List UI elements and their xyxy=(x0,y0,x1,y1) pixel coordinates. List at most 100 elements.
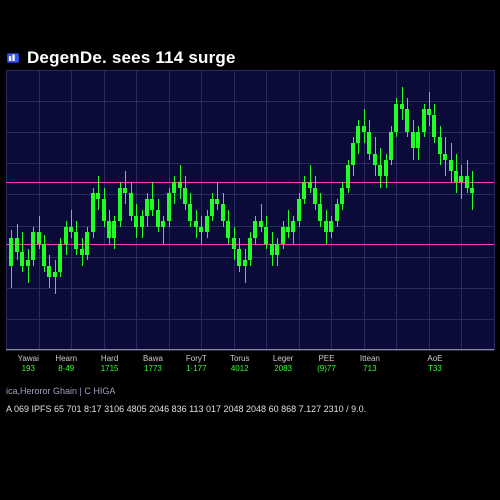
candle[interactable] xyxy=(281,227,285,244)
candle[interactable] xyxy=(112,221,116,238)
candle[interactable] xyxy=(427,109,431,115)
candle[interactable] xyxy=(64,227,68,244)
candle[interactable] xyxy=(264,227,268,244)
candle[interactable] xyxy=(80,249,84,255)
candle[interactable] xyxy=(42,244,46,266)
candle[interactable] xyxy=(459,176,463,182)
candle[interactable] xyxy=(118,188,122,222)
candle[interactable] xyxy=(161,221,165,227)
x-axis-tick-label: Yawai193 xyxy=(13,354,43,374)
candle[interactable] xyxy=(313,188,317,205)
candle[interactable] xyxy=(91,193,95,232)
candle[interactable] xyxy=(74,232,78,249)
footer-row-1: ica,Heroror Ghain | C HIGA xyxy=(6,386,494,396)
candle[interactable] xyxy=(329,221,333,232)
candle[interactable] xyxy=(470,188,474,194)
x-axis-tick-label: Hearn8·49 xyxy=(51,354,81,374)
candle[interactable] xyxy=(96,193,100,199)
candle[interactable] xyxy=(123,188,127,194)
candle[interactable] xyxy=(145,199,149,216)
candle[interactable] xyxy=(351,143,355,165)
candle[interactable] xyxy=(134,216,138,227)
candle[interactable] xyxy=(102,199,106,221)
candle[interactable] xyxy=(308,182,312,188)
candle[interactable] xyxy=(37,232,41,243)
candle[interactable] xyxy=(302,182,306,199)
x-axis-tick-label: Ittean713 xyxy=(355,354,385,374)
candle[interactable] xyxy=(362,126,366,132)
candle[interactable] xyxy=(188,204,192,221)
candle[interactable] xyxy=(259,221,263,227)
candle[interactable] xyxy=(438,137,442,154)
candle[interactable] xyxy=(248,238,252,260)
candle[interactable] xyxy=(178,182,182,188)
candle[interactable] xyxy=(449,160,453,171)
candle[interactable] xyxy=(270,244,274,255)
x-axis-tick-label: Hard1715 xyxy=(95,354,125,374)
candle[interactable] xyxy=(150,199,154,210)
candle[interactable] xyxy=(20,252,24,266)
candle[interactable] xyxy=(15,238,19,252)
chart-frame: Yawai193Hearn8·49Hard1715Bawa1773ForyT1·… xyxy=(6,40,494,430)
candle[interactable] xyxy=(253,221,257,238)
candle[interactable] xyxy=(432,115,436,137)
candle[interactable] xyxy=(9,238,13,266)
candle[interactable] xyxy=(411,132,415,149)
candle[interactable] xyxy=(394,104,398,132)
candle[interactable] xyxy=(384,160,388,177)
candle[interactable] xyxy=(443,154,447,160)
candle[interactable] xyxy=(340,188,344,205)
horizontal-indicator-line xyxy=(6,182,494,183)
candle[interactable] xyxy=(58,244,62,272)
candle[interactable] xyxy=(422,109,426,131)
candle[interactable] xyxy=(378,165,382,176)
candle[interactable] xyxy=(129,193,133,215)
candle[interactable] xyxy=(172,182,176,193)
candle[interactable] xyxy=(221,204,225,221)
candle[interactable] xyxy=(237,249,241,266)
x-axis-tick-label: AoET33 xyxy=(420,354,450,374)
x-axis-tick-label: Torus4012 xyxy=(225,354,255,374)
candle[interactable] xyxy=(167,193,171,221)
candle[interactable] xyxy=(243,260,247,266)
candle[interactable] xyxy=(140,216,144,227)
candle[interactable] xyxy=(226,221,230,238)
candle[interactable] xyxy=(199,227,203,233)
candle[interactable] xyxy=(356,126,360,143)
x-axis-tick-label: ForyT1·177 xyxy=(181,354,211,374)
candle[interactable] xyxy=(465,176,469,187)
candle[interactable] xyxy=(47,266,51,277)
candle[interactable] xyxy=(275,244,279,255)
x-axis-tick-label: PEE(9)77 xyxy=(311,354,341,374)
candle[interactable] xyxy=(156,210,160,227)
candle[interactable] xyxy=(373,154,377,165)
candle[interactable] xyxy=(291,221,295,232)
x-axis-tick-label: Leger2083 xyxy=(268,354,298,374)
candle[interactable] xyxy=(85,232,89,254)
candle[interactable] xyxy=(389,132,393,160)
candle[interactable] xyxy=(400,104,404,110)
candle[interactable] xyxy=(454,171,458,182)
candle[interactable] xyxy=(286,227,290,233)
candle[interactable] xyxy=(215,199,219,205)
candle[interactable] xyxy=(335,204,339,221)
candle[interactable] xyxy=(318,204,322,221)
candle[interactable] xyxy=(194,221,198,227)
candle[interactable] xyxy=(324,221,328,232)
footer-row-2: A 069 IPFS 65 701 8:17 3106 4805 2046 83… xyxy=(6,404,494,414)
candle[interactable] xyxy=(297,199,301,221)
candle[interactable] xyxy=(53,272,57,278)
candle[interactable] xyxy=(107,221,111,238)
candle[interactable] xyxy=(232,238,236,249)
candle[interactable] xyxy=(183,188,187,205)
candle[interactable] xyxy=(69,227,73,233)
candle[interactable] xyxy=(346,165,350,187)
candle[interactable] xyxy=(210,199,214,216)
candle[interactable] xyxy=(205,216,209,233)
candle[interactable] xyxy=(367,132,371,154)
candle[interactable] xyxy=(416,132,420,149)
candle[interactable] xyxy=(405,109,409,131)
chart-plot-area[interactable] xyxy=(6,70,494,350)
candle[interactable] xyxy=(31,232,35,260)
candle[interactable] xyxy=(26,260,30,266)
